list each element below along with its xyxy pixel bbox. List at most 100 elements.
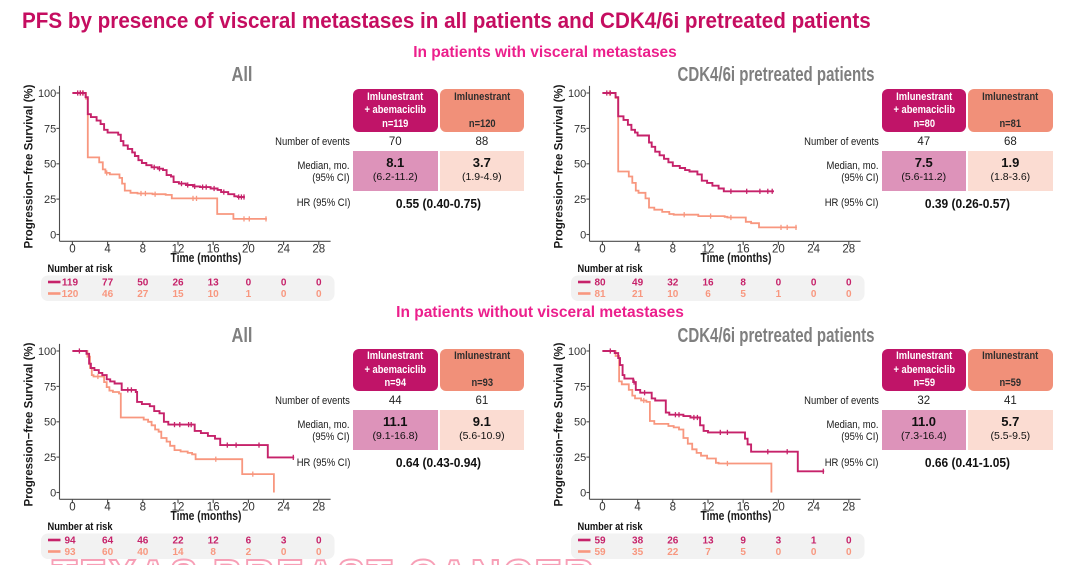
svg-text:35: 35 — [632, 547, 644, 558]
svg-text:50: 50 — [44, 417, 56, 429]
svg-text:0: 0 — [246, 278, 252, 289]
svg-text:0: 0 — [599, 244, 605, 256]
svg-text:3: 3 — [776, 536, 782, 547]
svg-text:28: 28 — [312, 244, 325, 256]
svg-text:100: 100 — [38, 346, 56, 358]
svg-text:28: 28 — [842, 244, 855, 256]
svg-text:4: 4 — [104, 244, 111, 256]
svg-text:26: 26 — [667, 536, 679, 547]
svg-text:25: 25 — [44, 452, 56, 464]
svg-text:Number at risk: Number at risk — [578, 263, 644, 275]
svg-text:0: 0 — [599, 502, 605, 514]
svg-text:77: 77 — [102, 278, 114, 289]
svg-text:21: 21 — [632, 289, 644, 300]
svg-text:49: 49 — [632, 278, 644, 289]
svg-text:64: 64 — [102, 536, 114, 547]
svg-text:25: 25 — [574, 452, 586, 464]
svg-text:1: 1 — [811, 536, 817, 547]
svg-text:0: 0 — [316, 536, 322, 547]
svg-text:20: 20 — [772, 244, 785, 256]
svg-text:5: 5 — [740, 547, 746, 558]
svg-text:50: 50 — [574, 159, 586, 171]
svg-text:100: 100 — [38, 88, 56, 100]
svg-text:0: 0 — [316, 289, 322, 300]
svg-text:13: 13 — [702, 536, 714, 547]
svg-text:50: 50 — [44, 159, 56, 171]
svg-text:80: 80 — [594, 278, 606, 289]
svg-text:94: 94 — [64, 536, 76, 547]
svg-text:7: 7 — [705, 547, 711, 558]
svg-text:0: 0 — [316, 547, 322, 558]
svg-text:28: 28 — [842, 502, 855, 514]
svg-text:Number at risk: Number at risk — [578, 521, 644, 533]
svg-text:59: 59 — [594, 536, 606, 547]
svg-text:0: 0 — [580, 487, 586, 499]
svg-text:8: 8 — [140, 502, 146, 514]
svg-text:0: 0 — [776, 547, 782, 558]
svg-text:119: 119 — [62, 278, 79, 289]
svg-text:4: 4 — [634, 244, 641, 256]
svg-text:24: 24 — [807, 502, 820, 514]
svg-text:20: 20 — [772, 502, 785, 514]
svg-text:46: 46 — [137, 536, 149, 547]
svg-text:5: 5 — [740, 289, 746, 300]
svg-text:8: 8 — [670, 502, 676, 514]
svg-text:9: 9 — [740, 536, 746, 547]
svg-text:12: 12 — [172, 502, 185, 514]
svg-text:59: 59 — [594, 547, 606, 558]
svg-text:28: 28 — [312, 502, 325, 514]
svg-text:Number at risk: Number at risk — [48, 263, 114, 275]
svg-text:16: 16 — [207, 244, 220, 256]
svg-text:81: 81 — [594, 289, 606, 300]
svg-text:Number at risk: Number at risk — [48, 521, 114, 533]
svg-text:CDK4/6i pretreated patients: CDK4/6i pretreated patients — [678, 64, 875, 86]
svg-text:25: 25 — [574, 194, 586, 206]
svg-text:27: 27 — [137, 289, 149, 300]
svg-text:3: 3 — [281, 536, 287, 547]
svg-text:1: 1 — [246, 289, 252, 300]
svg-text:25: 25 — [44, 194, 56, 206]
svg-text:0: 0 — [316, 278, 322, 289]
svg-text:0: 0 — [811, 547, 817, 558]
svg-text:50: 50 — [574, 417, 586, 429]
svg-text:0: 0 — [281, 278, 287, 289]
svg-text:0: 0 — [69, 502, 75, 514]
svg-text:0: 0 — [69, 244, 75, 256]
svg-text:0: 0 — [281, 547, 287, 558]
svg-text:20: 20 — [242, 244, 255, 256]
svg-text:0: 0 — [776, 278, 782, 289]
svg-text:10: 10 — [667, 289, 679, 300]
svg-text:4: 4 — [104, 502, 111, 514]
svg-text:All: All — [232, 64, 253, 86]
svg-text:0: 0 — [580, 229, 586, 241]
svg-text:24: 24 — [277, 502, 290, 514]
svg-text:0: 0 — [846, 278, 852, 289]
svg-text:0: 0 — [50, 229, 56, 241]
svg-text:75: 75 — [44, 381, 56, 393]
svg-text:50: 50 — [137, 278, 149, 289]
svg-text:2: 2 — [246, 547, 252, 558]
svg-text:20: 20 — [242, 502, 255, 514]
svg-text:93: 93 — [64, 547, 76, 558]
svg-text:8: 8 — [140, 244, 146, 256]
svg-text:0: 0 — [846, 547, 852, 558]
svg-text:0: 0 — [50, 487, 56, 499]
svg-text:38: 38 — [632, 536, 644, 547]
svg-text:4: 4 — [634, 502, 641, 514]
svg-text:8: 8 — [210, 547, 216, 558]
svg-text:0: 0 — [811, 289, 817, 300]
svg-text:6: 6 — [705, 289, 711, 300]
svg-text:16: 16 — [207, 502, 220, 514]
svg-text:0: 0 — [811, 278, 817, 289]
svg-text:Time (months): Time (months) — [701, 251, 772, 265]
svg-text:32: 32 — [667, 278, 679, 289]
svg-text:14: 14 — [172, 547, 184, 558]
svg-text:1: 1 — [776, 289, 782, 300]
svg-text:60: 60 — [102, 547, 114, 558]
svg-text:10: 10 — [208, 289, 220, 300]
svg-text:Time (months): Time (months) — [171, 251, 242, 265]
svg-text:Progression−free Survival (%): Progression−free Survival (%) — [24, 342, 36, 506]
svg-text:CDK4/6i pretreated patients: CDK4/6i pretreated patients — [678, 325, 875, 347]
svg-text:75: 75 — [574, 123, 586, 135]
svg-text:15: 15 — [172, 289, 184, 300]
